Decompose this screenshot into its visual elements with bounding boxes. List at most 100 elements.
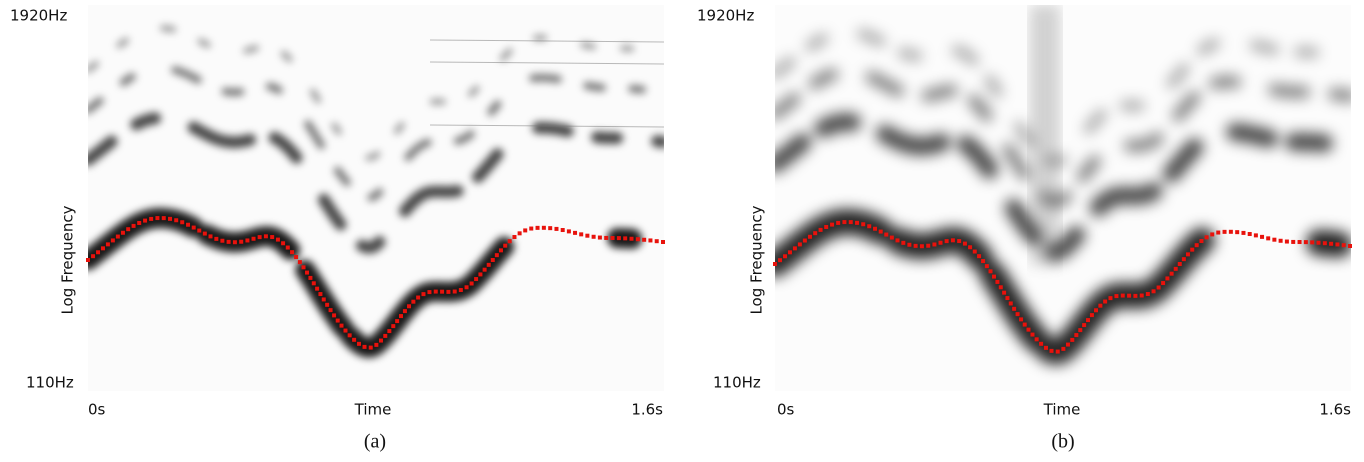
pitch-dot bbox=[610, 236, 615, 241]
pitch-dot bbox=[263, 234, 268, 239]
pitch-dot bbox=[421, 292, 426, 297]
pitch-dot bbox=[1114, 294, 1119, 299]
pitch-dot bbox=[797, 242, 802, 247]
pitch-dot bbox=[792, 246, 797, 251]
pitch-dot bbox=[251, 236, 256, 241]
pitch-dot bbox=[813, 231, 818, 236]
panel-a: 1920Hz 110Hz Log Frequency 0s Time 1.6s … bbox=[10, 5, 665, 453]
pitch-dot bbox=[368, 345, 373, 350]
pitch-dot bbox=[1015, 312, 1020, 317]
pitch-dot bbox=[115, 234, 120, 239]
pitch-dot bbox=[391, 324, 396, 329]
pitch-dot bbox=[548, 226, 553, 231]
pitch-dot bbox=[398, 314, 403, 319]
pitch-dot bbox=[180, 220, 185, 225]
pitch-dot bbox=[1012, 306, 1017, 311]
pitch-dot bbox=[1078, 328, 1083, 333]
pitch-dot bbox=[440, 289, 445, 294]
pitch-dot bbox=[824, 224, 829, 229]
pitch-dot bbox=[901, 240, 906, 245]
pitch-dot bbox=[270, 235, 275, 240]
pitch-dot bbox=[1127, 293, 1132, 298]
pitch-dot bbox=[919, 244, 924, 249]
y-bottom-label: 110Hz bbox=[713, 374, 761, 392]
pitch-dot bbox=[591, 234, 596, 239]
pitch-dot bbox=[143, 218, 148, 223]
pitch-dot bbox=[907, 242, 912, 247]
pitch-dot bbox=[517, 231, 522, 236]
pitch-dot bbox=[126, 227, 131, 232]
pitch-dot bbox=[1133, 293, 1138, 298]
pitch-dot bbox=[503, 243, 508, 248]
pitch-dot bbox=[1022, 322, 1027, 327]
pitch-dot bbox=[490, 257, 495, 262]
pitch-dot bbox=[1173, 266, 1178, 271]
pitch-dot bbox=[984, 264, 989, 269]
pitch-dot bbox=[1065, 342, 1070, 347]
pitch-dot bbox=[818, 227, 823, 232]
pitch-dot bbox=[981, 259, 986, 264]
pitch-dot bbox=[842, 220, 847, 225]
pitch-dot bbox=[226, 239, 231, 244]
pitch-dot bbox=[579, 232, 584, 237]
pitch-dot bbox=[482, 267, 487, 272]
pitch-dot bbox=[554, 226, 559, 231]
pitch-dot bbox=[995, 279, 1000, 284]
pitch-dot bbox=[1260, 234, 1265, 239]
pitch-dot bbox=[560, 228, 565, 233]
pitch-dot bbox=[998, 285, 1003, 290]
x-axis-label: Time bbox=[354, 401, 392, 419]
pitch-dot bbox=[884, 232, 889, 237]
pitch-dot bbox=[321, 297, 326, 302]
pitch-dot bbox=[1151, 289, 1156, 294]
pitch-dot bbox=[1210, 232, 1215, 237]
pitch-dot bbox=[889, 235, 894, 240]
spectrogram bbox=[88, 5, 664, 391]
pitch-dot bbox=[458, 288, 463, 293]
pitch-dot bbox=[120, 230, 125, 235]
y-top-label: 1920Hz bbox=[10, 7, 67, 25]
caption: (b) bbox=[1051, 431, 1074, 453]
pitch-dot bbox=[773, 262, 777, 266]
pitch-dot bbox=[257, 235, 262, 240]
pitch-dot bbox=[220, 238, 225, 243]
pitch-dot bbox=[1291, 239, 1296, 244]
pitch-dot bbox=[830, 222, 835, 227]
pitch-dot bbox=[1005, 296, 1010, 301]
pitch-dot bbox=[1190, 247, 1195, 252]
pitch-dot bbox=[1204, 235, 1209, 240]
pitch-dot bbox=[427, 290, 432, 295]
pitch-dot bbox=[91, 254, 96, 259]
pitch-dot bbox=[1070, 337, 1075, 342]
pitch-dot bbox=[1194, 243, 1199, 248]
y-axis-label: Log Frequency bbox=[748, 205, 766, 314]
pitch-dot bbox=[1002, 290, 1007, 295]
pitch-dot bbox=[281, 241, 286, 246]
pitch-dot bbox=[1103, 299, 1108, 304]
pitch-dot bbox=[1030, 332, 1035, 337]
pitch-dot bbox=[1049, 348, 1054, 353]
spectrogram bbox=[775, 5, 1351, 391]
pitch-dot bbox=[168, 216, 173, 221]
pitch-dot bbox=[913, 243, 918, 248]
pitch-dot bbox=[1316, 240, 1321, 245]
pitch-dot bbox=[275, 237, 280, 242]
pitch-dot bbox=[86, 258, 90, 262]
pitch-dot bbox=[1329, 241, 1334, 246]
pitch-dot bbox=[469, 281, 474, 286]
pitch-dot bbox=[202, 231, 207, 236]
pitch-dot bbox=[339, 323, 344, 328]
pitch-dot bbox=[301, 265, 306, 270]
pitch-dot bbox=[214, 236, 219, 241]
pitch-dot bbox=[347, 333, 352, 338]
pitch-dot bbox=[1039, 341, 1044, 346]
pitch-dot bbox=[452, 289, 457, 294]
caption: (a) bbox=[364, 431, 386, 453]
x-right-label: 1.6s bbox=[1319, 401, 1351, 419]
pitch-dot bbox=[232, 240, 237, 245]
pitch-dot bbox=[1228, 229, 1233, 234]
pitch-dot bbox=[1019, 317, 1024, 322]
pitch-dot bbox=[294, 255, 299, 260]
pitch-dot bbox=[356, 341, 361, 346]
